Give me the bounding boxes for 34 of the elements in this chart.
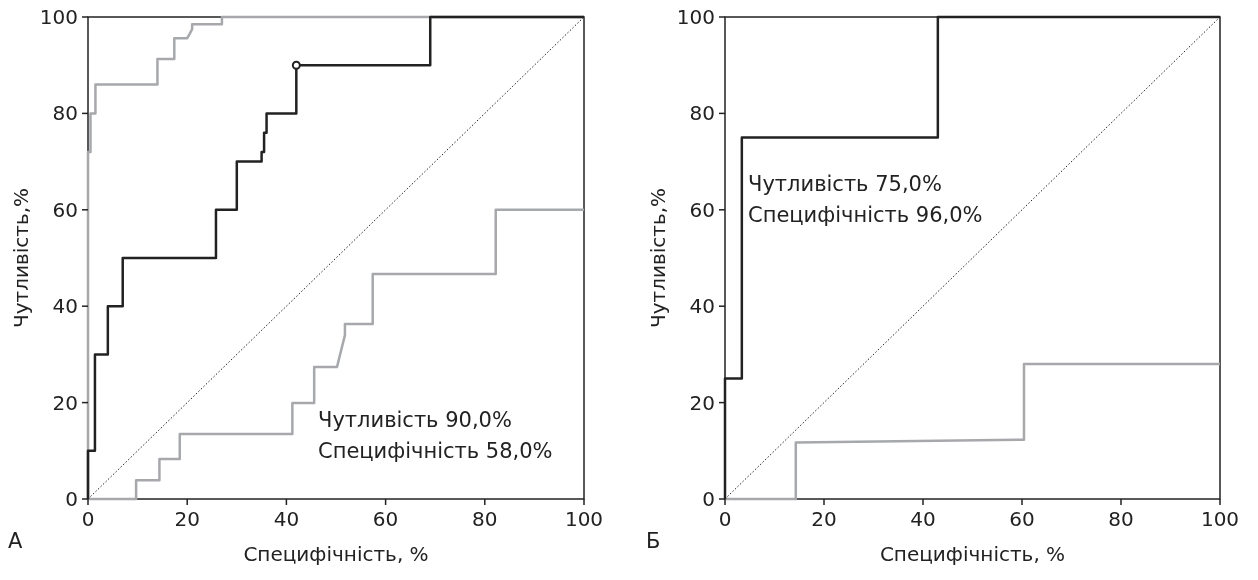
x-tick-label: 100: [1200, 507, 1240, 531]
x-axis-title: Специфічність, %: [243, 542, 429, 566]
annotation: Чутливість 90,0%: [318, 408, 512, 432]
x-tick-label: 0: [81, 507, 95, 531]
y-tick-label: 0: [702, 487, 715, 511]
text: А: [8, 529, 23, 553]
x-tick-label: 60: [372, 507, 399, 531]
annotation: Специфічність 96,0%: [748, 203, 983, 227]
y-tick-label: 20: [689, 390, 715, 415]
x-tick-label: 60: [1009, 507, 1035, 531]
x-tick-label: 0: [718, 507, 732, 531]
y-tick-label: 20: [52, 390, 78, 415]
x-tick-label: 20: [174, 507, 200, 531]
y-tick-label: 40: [52, 294, 78, 319]
y-tick-label: 80: [52, 101, 78, 126]
y-axis-title: Чутливість,%: [9, 187, 33, 329]
y-axis-title: Чутливість,%: [646, 187, 670, 329]
x-tick-label: 20: [811, 507, 837, 531]
text: Б: [646, 529, 661, 553]
x-tick-label: 40: [910, 507, 936, 531]
x-tick-label: 80: [472, 507, 498, 531]
x-tick-label: 40: [273, 507, 300, 531]
x-axis-title: Специфічність, %: [879, 542, 1066, 566]
y-tick-label: 60: [52, 197, 78, 222]
x-tick-label: 80: [1108, 507, 1134, 531]
y-tick-label: 100: [676, 5, 715, 29]
annotation: Специфічність 58,0%: [318, 439, 553, 463]
y-tick-label: 80: [689, 101, 715, 126]
y-tick-label: 40: [689, 294, 715, 319]
annotation: Чутливість 75,0%: [748, 172, 942, 196]
x-tick-label: 100: [564, 507, 604, 531]
y-tick-label: 0: [65, 487, 78, 511]
y-tick-label: 60: [689, 197, 715, 222]
y-tick-label: 100: [39, 5, 78, 29]
